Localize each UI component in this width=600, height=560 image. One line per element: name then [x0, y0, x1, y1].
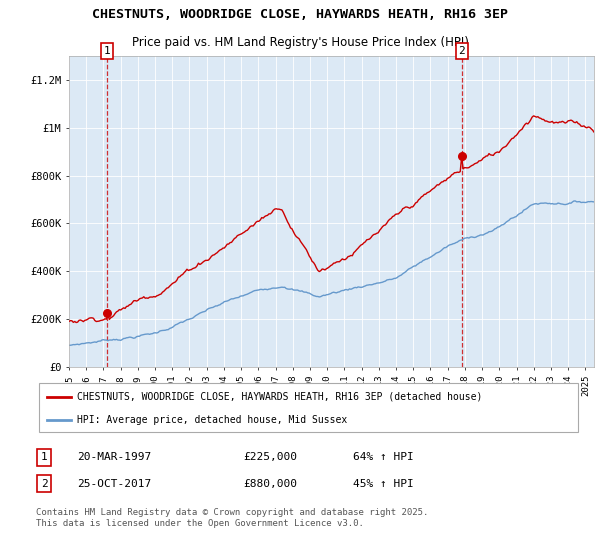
FancyBboxPatch shape: [39, 383, 578, 432]
Text: 64% ↑ HPI: 64% ↑ HPI: [353, 452, 413, 462]
Text: Contains HM Land Registry data © Crown copyright and database right 2025.
This d: Contains HM Land Registry data © Crown c…: [36, 508, 428, 528]
Text: 1: 1: [41, 452, 47, 462]
Text: 45% ↑ HPI: 45% ↑ HPI: [353, 479, 413, 489]
Text: CHESTNUTS, WOODRIDGE CLOSE, HAYWARDS HEATH, RH16 3EP: CHESTNUTS, WOODRIDGE CLOSE, HAYWARDS HEA…: [92, 8, 508, 21]
Text: 2: 2: [41, 479, 47, 489]
Text: CHESTNUTS, WOODRIDGE CLOSE, HAYWARDS HEATH, RH16 3EP (detached house): CHESTNUTS, WOODRIDGE CLOSE, HAYWARDS HEA…: [77, 392, 482, 402]
Text: 2: 2: [458, 46, 465, 56]
Text: Price paid vs. HM Land Registry's House Price Index (HPI): Price paid vs. HM Land Registry's House …: [131, 36, 469, 49]
Text: 1: 1: [104, 46, 110, 56]
Text: HPI: Average price, detached house, Mid Sussex: HPI: Average price, detached house, Mid …: [77, 415, 347, 425]
Text: £225,000: £225,000: [244, 452, 298, 462]
Text: £880,000: £880,000: [244, 479, 298, 489]
Text: 25-OCT-2017: 25-OCT-2017: [77, 479, 151, 489]
Text: 20-MAR-1997: 20-MAR-1997: [77, 452, 151, 462]
